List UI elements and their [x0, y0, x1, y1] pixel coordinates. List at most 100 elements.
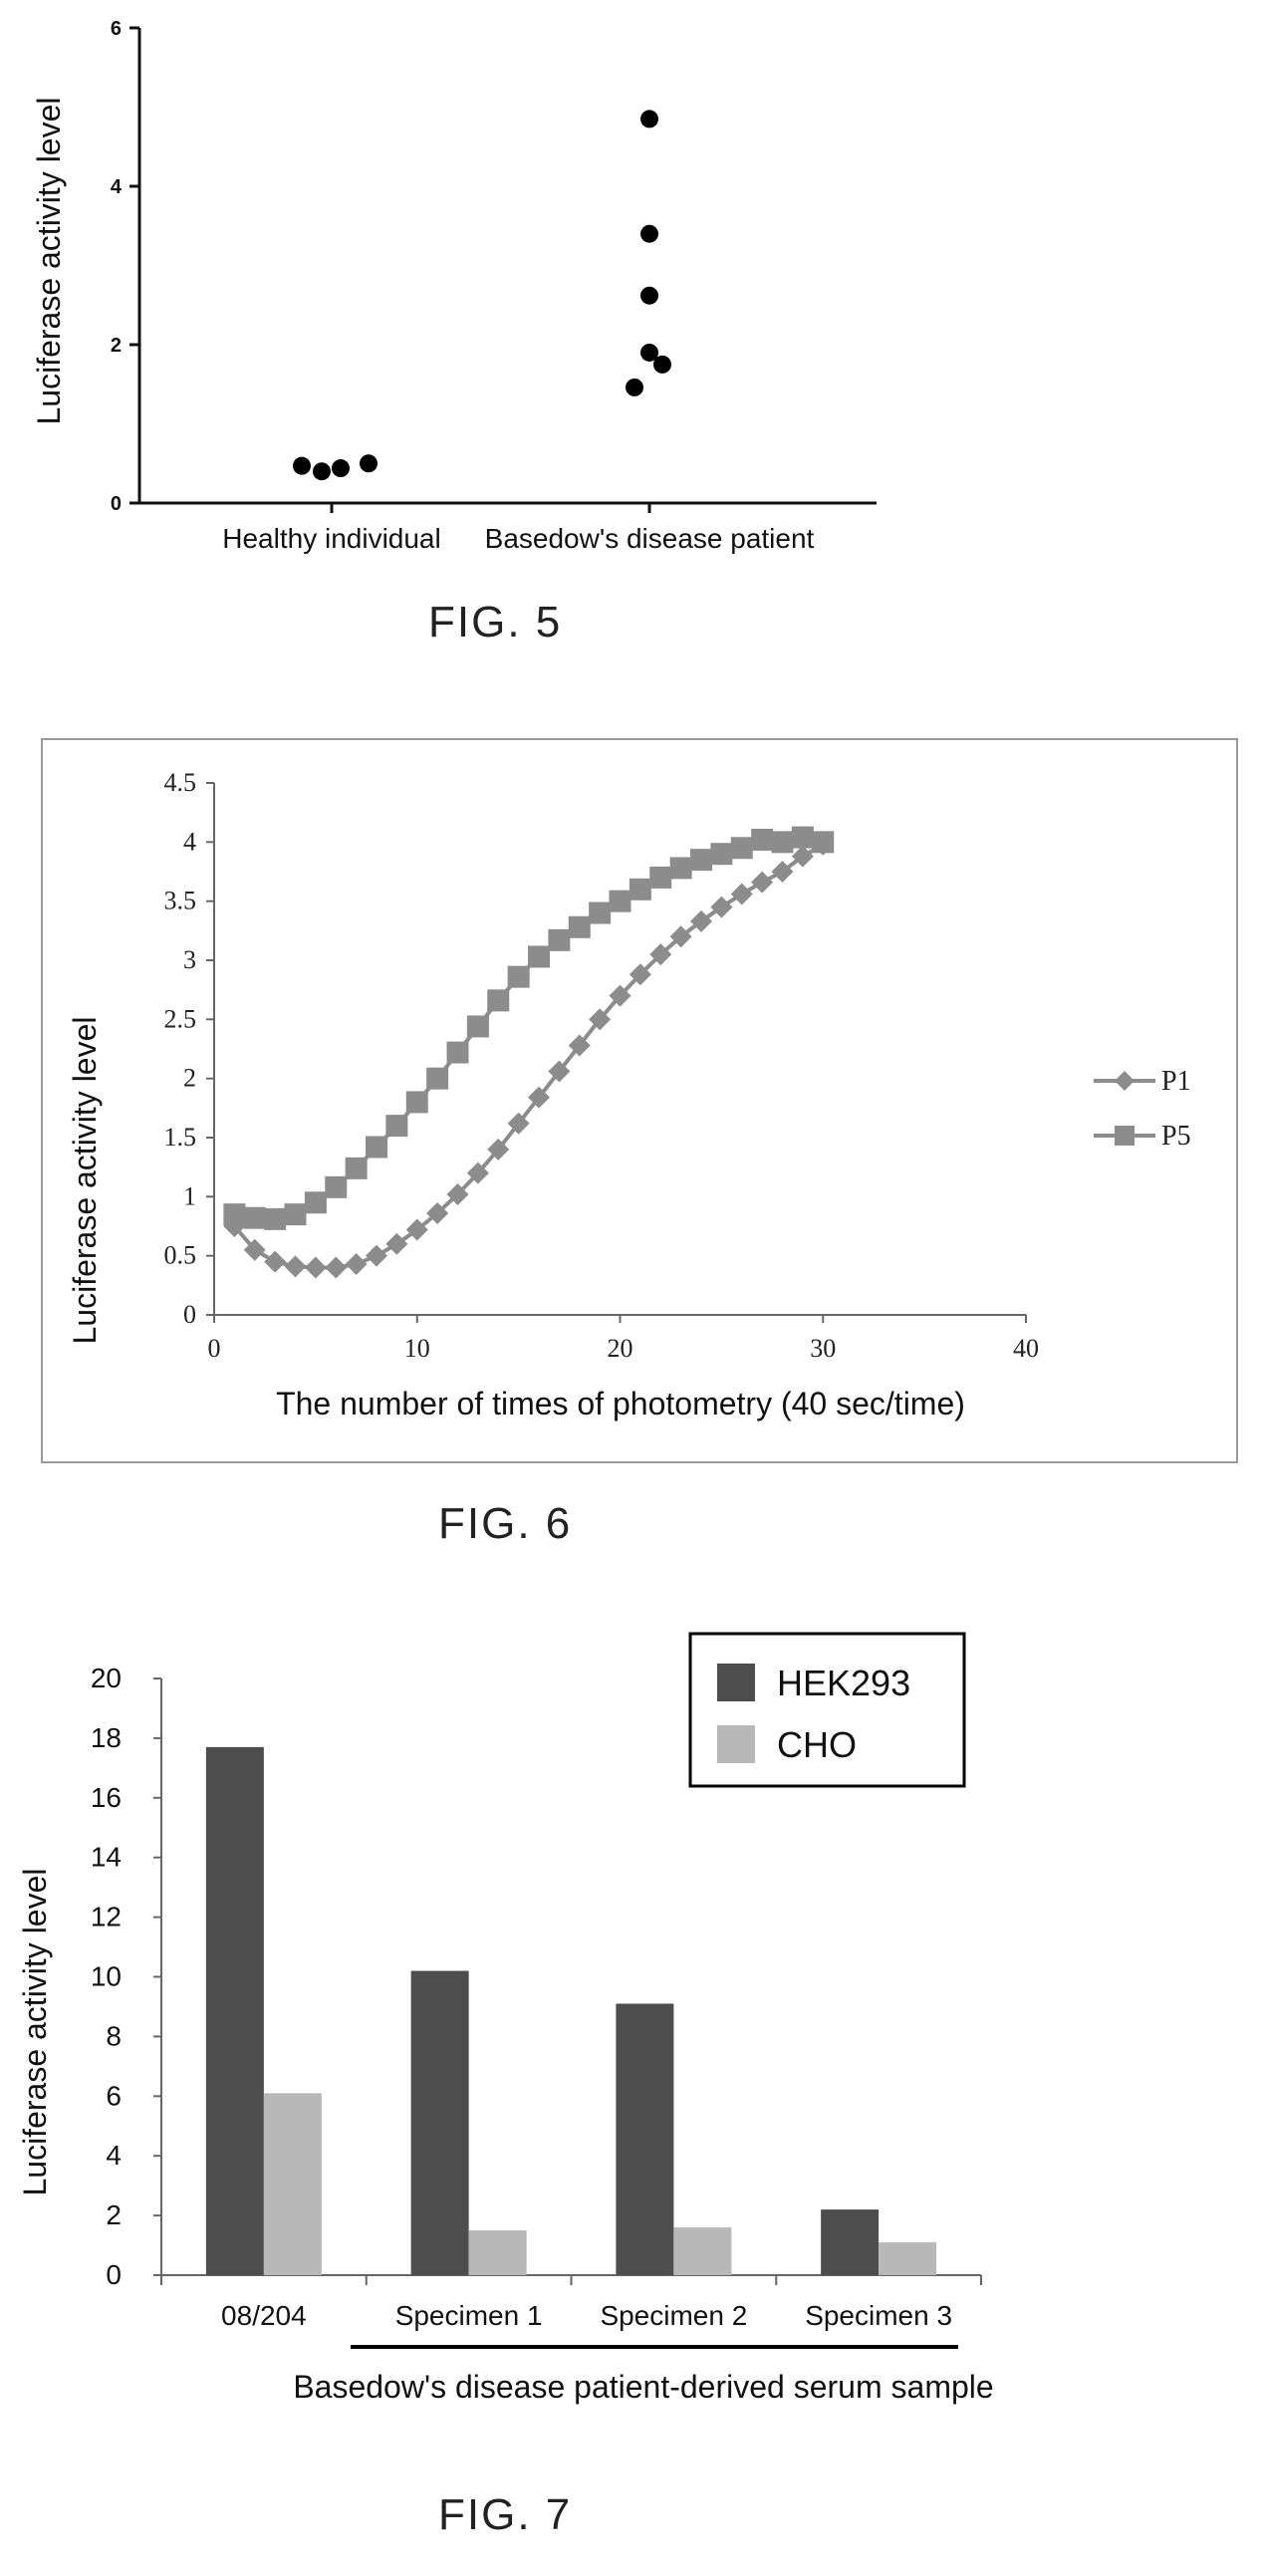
fig5-category-label: Basedow's disease patient: [485, 523, 815, 554]
fig5-y-tick-label: 4: [111, 176, 123, 198]
fig6-y-tick-label: 1: [183, 1181, 196, 1210]
fig6-point-p1: [690, 909, 712, 932]
fig7-x-axis-label: Basedow's disease patient-derived serum …: [293, 2369, 993, 2405]
fig6-point-p5: [366, 1136, 387, 1159]
fig7-y-tick-label: 12: [91, 1902, 122, 1932]
fig6-point-p5: [548, 928, 571, 951]
fig6-point-p1: [345, 1252, 368, 1275]
fig6-axes: [213, 783, 1026, 1316]
fig6-legend-marker: [1115, 1071, 1135, 1091]
fig6-series: [223, 826, 835, 1279]
fig5-data-point: [640, 110, 658, 129]
fig7-y-tick-label: 0: [106, 2259, 122, 2290]
fig6-point-p1: [385, 1232, 408, 1255]
fig6-point-p1: [284, 1255, 307, 1278]
fig6-frame: [41, 738, 1238, 1463]
fig6-point-p5: [345, 1157, 368, 1179]
fig6-point-p5: [325, 1175, 348, 1198]
fig7-category-label: Specimen 2: [600, 2300, 747, 2331]
fig6-x-tick-label: 10: [404, 1334, 430, 1363]
fig6-point-p1: [548, 1060, 571, 1083]
fig7-legend-swatch: [717, 1725, 755, 1763]
fig6-point-p1: [751, 871, 774, 894]
fig6-y-tick-label: 1.5: [164, 1123, 197, 1152]
fig6-point-p5: [669, 857, 692, 880]
fig6-y-tick-label: 4.5: [164, 768, 197, 797]
fig6-point-p5: [771, 831, 794, 854]
fig6-legend-marker: [1115, 1126, 1135, 1146]
fig7-y-tick-label: 2: [106, 2199, 122, 2230]
fig6-point-p1: [791, 845, 814, 868]
fig6-point-p1: [609, 984, 631, 1007]
fig6-point-p5: [385, 1115, 408, 1138]
fig6-point-p5: [466, 1015, 489, 1038]
fig7-legend-swatch: [717, 1664, 755, 1701]
fig5-category-label: Healthy individual: [222, 523, 440, 554]
fig6-point-p1: [710, 896, 733, 918]
fig5-data-point: [626, 378, 643, 396]
fig6-y-ticks: 0 0.5 1 1.5 2 2.5 3 3.5 4 4.5: [164, 768, 214, 1329]
fig6-legend: P1 P5: [1094, 1066, 1191, 1152]
fig7-bar-hek293-1: [205, 1746, 264, 2275]
fig6-legend-label: P5: [1161, 1121, 1191, 1152]
fig7-bar-hek293-3: [616, 2003, 674, 2275]
fig6-point-p1: [426, 1201, 449, 1224]
fig5-axes: [137, 28, 877, 513]
fig6-caption: FIG. 6: [438, 1499, 573, 1548]
fig5-data-point: [640, 343, 658, 362]
fig6-x-tick-label: 20: [608, 1334, 633, 1363]
fig7-bars: [205, 1746, 937, 2275]
fig7-bar-cho-4: [879, 2242, 937, 2275]
fig6-point-p1: [487, 1138, 510, 1160]
fig5-data-point: [332, 459, 350, 478]
fig7-category-labels: 08/204 Specimen 1 Specimen 2 Specimen 3: [221, 2300, 952, 2331]
fig6-point-p1: [466, 1161, 489, 1184]
fig7-caption: FIG. 7: [438, 2490, 573, 2539]
fig5-data-point: [313, 462, 331, 481]
fig6-point-p1: [649, 943, 672, 966]
fig5-data-point: [640, 286, 658, 305]
fig5-caption: FIG. 5: [428, 598, 563, 646]
fig6-point-p5: [405, 1091, 428, 1114]
fig7-bar-cho-1: [263, 2093, 322, 2275]
fig6-point-p5: [528, 945, 550, 968]
fig6-y-tick-label: 4: [183, 827, 196, 856]
fig7-category-label: Specimen 3: [805, 2300, 952, 2331]
fig6-x-tick-label: 30: [810, 1334, 836, 1363]
fig7-y-ticks: 0 2 4 6 8 10 12 14 16 18 20: [91, 1663, 161, 2290]
fig5-y-tick-label: 2: [111, 335, 122, 357]
fig6-y-tick-label: 0: [183, 1300, 196, 1329]
fig5-data-point: [640, 224, 658, 243]
fig5-y-axis-label: Luciferase activity level: [31, 97, 67, 424]
fig6-point-p5: [629, 878, 651, 901]
fig6-point-p5: [568, 915, 591, 938]
fig5-data-point: [360, 454, 378, 473]
fig6-point-p5: [487, 989, 510, 1012]
fig6-point-p5: [791, 826, 814, 849]
fig6-point-p1: [325, 1256, 348, 1279]
fig6-y-tick-label: 0.5: [164, 1241, 197, 1270]
fig6-point-p5: [589, 902, 612, 924]
fig6-point-p1: [446, 1182, 469, 1205]
fig6-point-p5: [426, 1067, 449, 1090]
fig6-point-p5: [649, 866, 672, 889]
fig5-y-tick-label: 6: [111, 18, 122, 40]
fig6-point-p5: [446, 1041, 469, 1064]
fig6-point-p5: [690, 849, 712, 872]
fig6-x-tick-label: 0: [208, 1334, 221, 1363]
fig7-bar-hek293-2: [410, 1970, 469, 2275]
fig6-point-p5: [609, 890, 631, 912]
fig6-point-p1: [366, 1244, 387, 1267]
fig6-point-p1: [669, 925, 692, 948]
fig7-y-tick-label: 8: [106, 2020, 122, 2051]
fig7-y-tick-label: 10: [91, 1961, 122, 1992]
fig7-y-tick-label: 14: [91, 1842, 122, 1873]
fig6-point-p1: [730, 883, 753, 905]
fig6-point-p5: [304, 1191, 327, 1214]
fig6-point-p1: [405, 1218, 428, 1241]
fig7-legend-label: HEK293: [777, 1663, 910, 1703]
fig6-legend-label: P1: [1161, 1066, 1191, 1097]
fig5-category-labels: Healthy individual Basedow's disease pati…: [222, 523, 814, 554]
fig6-y-tick-label: 3: [183, 945, 196, 974]
fig7-y-tick-label: 16: [91, 1782, 122, 1813]
